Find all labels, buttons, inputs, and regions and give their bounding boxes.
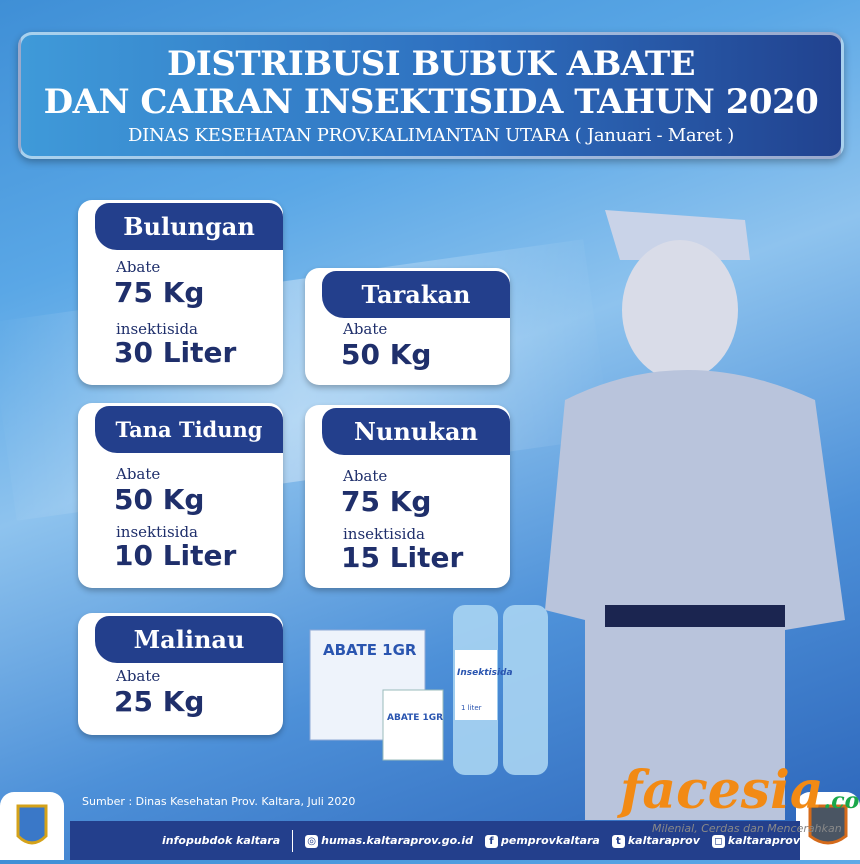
card-header: Nunukan (322, 408, 510, 455)
abate-label: Abate (343, 320, 388, 338)
abate-label: Abate (116, 258, 161, 276)
footer-website[interactable]: ◎ humas.kaltaraprov.go.id (305, 834, 473, 848)
abate-value: 25 Kg (114, 685, 205, 718)
footer-info: infopubdok kaltara (162, 834, 281, 847)
instagram-icon: ◻ (711, 834, 725, 848)
footer-facebook[interactable]: f pemprovkaltara (484, 834, 600, 848)
abate-label: Abate (116, 465, 161, 483)
abate-value: 75 Kg (341, 485, 432, 518)
bottle-volume: 1 liter (461, 704, 482, 712)
card-tana-tidung: Tana Tidung Abate 50 Kg insektisida 10 L… (78, 403, 283, 588)
abate-value: 50 Kg (341, 338, 432, 371)
official-photo (545, 210, 845, 820)
divider (292, 829, 294, 852)
globe-icon: ◎ (305, 834, 319, 848)
sachet-label: ABATE 1GR (387, 713, 443, 723)
partner-logo (796, 792, 860, 860)
watermark-tagline: Milenial, Cerdas dan Mencerahkan (652, 822, 842, 835)
card-nunukan: Nunukan Abate 75 Kg insektisida 15 Liter (305, 405, 510, 588)
card-header: Bulungan (95, 203, 283, 250)
card-tarakan: Tarakan Abate 50 Kg (305, 268, 510, 385)
product-illustration: ABATE 1GR ABATE 1GR Insektisida 1 liter (309, 605, 548, 775)
footer-bar: infopubdok kaltara ◎ humas.kaltaraprov.go… (70, 821, 800, 860)
insektisida-label: insektisida (116, 320, 198, 338)
card-header: Tarakan (322, 271, 510, 318)
card-header: Tana Tidung (95, 406, 283, 453)
box-label: ABATE 1GR (323, 641, 417, 659)
twitter-icon: t (611, 834, 625, 848)
subtitle: DINAS KESEHATAN PROV.KALIMANTAN UTARA ( … (128, 125, 734, 146)
card-header: Malinau (95, 616, 283, 663)
insektisida-value: 10 Liter (114, 539, 237, 572)
card-bulungan: Bulungan Abate 75 Kg insektisida 30 Lite… (78, 200, 283, 385)
card-malinau: Malinau Abate 25 Kg (78, 613, 283, 735)
insektisida-label: insektisida (343, 525, 425, 543)
watermark-logo: facesia.com (620, 760, 860, 821)
bottle-label: Insektisida (457, 668, 513, 678)
abate-value: 50 Kg (114, 483, 205, 516)
abate-value: 75 Kg (114, 276, 205, 309)
facebook-icon: f (484, 834, 498, 848)
kaltara-logo (0, 792, 64, 860)
footer-instagram[interactable]: ◻ kaltaraprov (711, 834, 800, 848)
insektisida-value: 15 Liter (341, 541, 464, 574)
abate-label: Abate (343, 467, 388, 485)
source-note: Sumber : Dinas Kesehatan Prov. Kaltara, … (82, 795, 356, 808)
title-line-1: DISTRIBUSI BUBUK ABATE (166, 44, 696, 84)
footer-twitter[interactable]: t kaltaraprov (611, 834, 700, 848)
insektisida-value: 30 Liter (114, 336, 237, 369)
title-line-2: DAN CAIRAN INSEKTISIDA TAHUN 2020 (43, 82, 819, 122)
insektisida-label: insektisida (116, 523, 198, 541)
title-banner: DISTRIBUSI BUBUK ABATE DAN CAIRAN INSEKT… (18, 32, 844, 159)
abate-label: Abate (116, 667, 161, 685)
